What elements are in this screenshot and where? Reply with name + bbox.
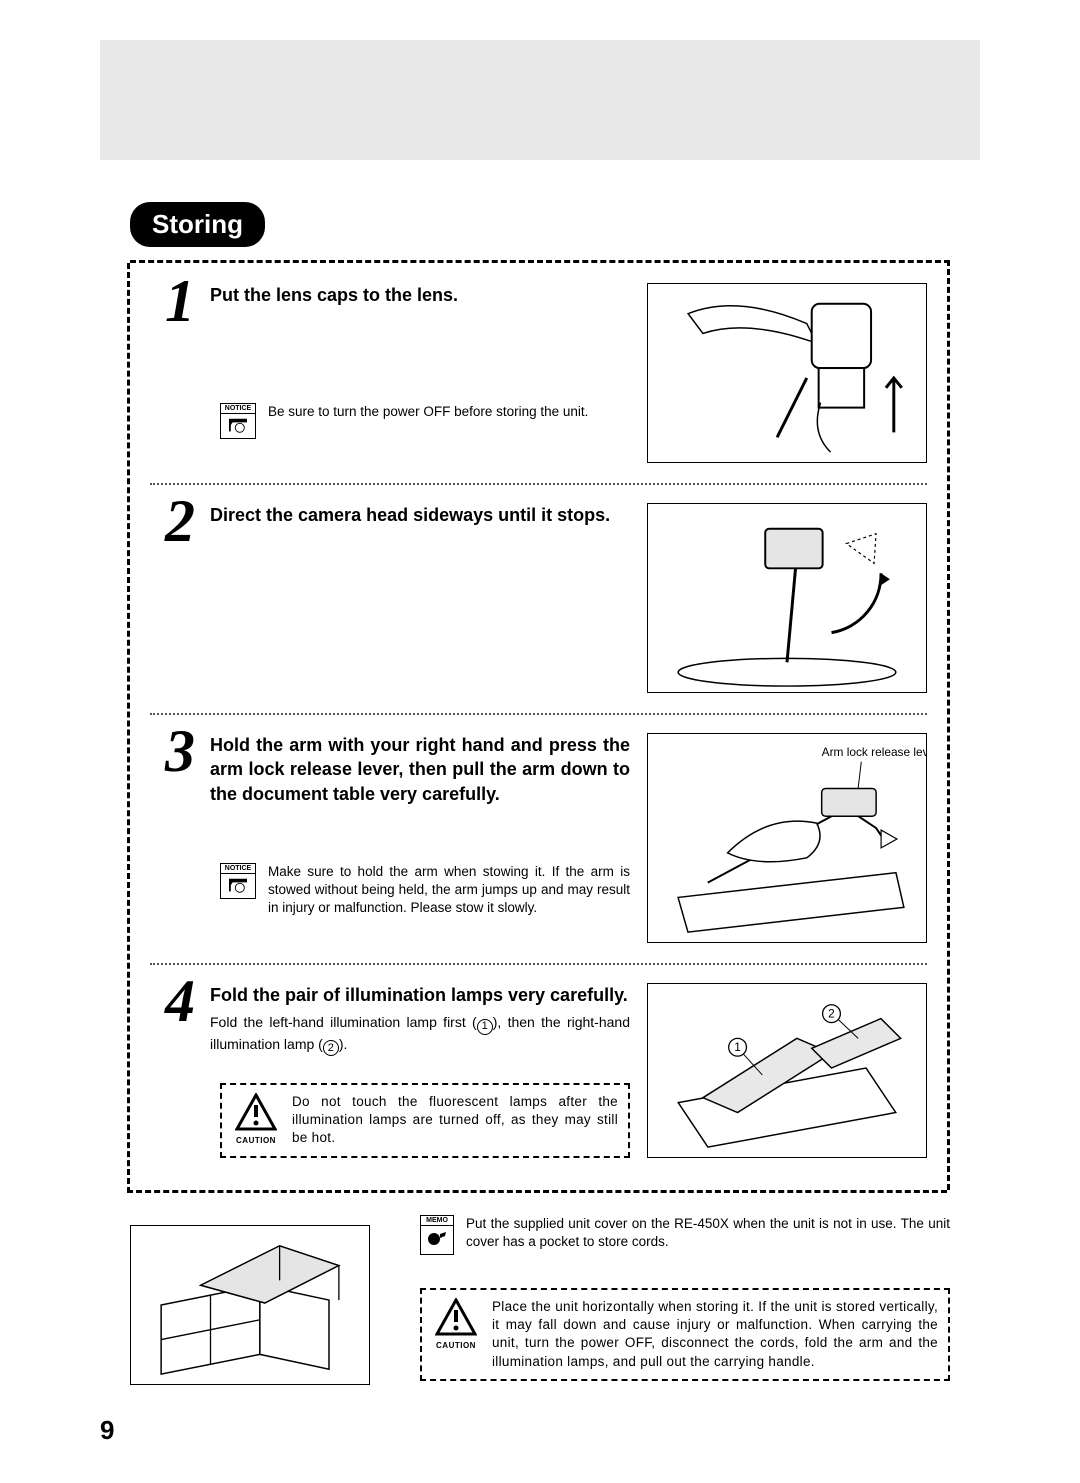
caution-icon: CAUTION [432,1298,480,1350]
section-heading: Storing [130,202,265,247]
callout-1: 1 [729,1038,747,1056]
step-1-figure [647,283,927,463]
caution-text: Place the unit horizontally when storing… [492,1298,938,1371]
notice-icon: NOTICE [220,863,256,899]
step-4: 4 Fold the pair of illumination lamps ve… [150,983,927,1183]
step-title: Hold the arm with your right hand and pr… [210,733,630,806]
step-title: Fold the pair of illumination lamps very… [210,983,630,1007]
step-number: 1 [150,271,206,331]
divider [150,483,927,485]
callout-2: 2 [823,1005,841,1023]
notice-icon: NOTICE [220,403,256,439]
fig-label: Arm lock release lever [822,745,926,759]
notice-text: Make sure to hold the arm when stowing i… [268,863,630,918]
svg-text:1: 1 [734,1040,741,1054]
step-2-figure [647,503,927,693]
divider [150,713,927,715]
storage-figure [130,1225,370,1385]
step-3: 3 Hold the arm with your right hand and … [150,733,927,953]
memo-icon: MEMO [420,1215,454,1255]
svg-text:2: 2 [828,1007,835,1021]
step-title: Direct the camera head sideways until it… [210,503,630,527]
step-number: 4 [150,971,206,1031]
step-2: 2 Direct the camera head sideways until … [150,503,927,703]
divider [150,963,927,965]
bottom-caution-box: CAUTION Place the unit horizontally when… [420,1288,950,1381]
step-body: Fold the left-hand illumination lamp fir… [210,1013,630,1056]
step-3-figure: Arm lock release lever [647,733,927,943]
step-number: 3 [150,721,206,781]
memo-row: MEMO Put the supplied unit cover on the … [420,1215,950,1255]
notice-text: Be sure to turn the power OFF before sto… [268,403,588,421]
step-title: Put the lens caps to the lens. [210,283,630,307]
caution-text: Do not touch the fluorescent lamps after… [292,1093,618,1148]
step-1: 1 Put the lens caps to the lens. NOTICE … [150,283,927,473]
page-number: 9 [100,1415,114,1446]
caution-box: CAUTION Do not touch the fluorescent lam… [220,1083,630,1158]
header-band [100,40,980,160]
caution-icon: CAUTION [232,1093,280,1145]
memo-text: Put the supplied unit cover on the RE-45… [466,1215,950,1251]
steps-container: 1 Put the lens caps to the lens. NOTICE … [130,260,950,1190]
step-number: 2 [150,491,206,551]
step-4-figure: 1 2 [647,983,927,1158]
